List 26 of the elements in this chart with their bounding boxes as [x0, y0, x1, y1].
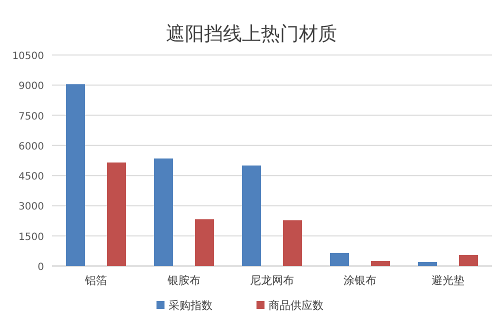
legend-label: 采购指数: [168, 299, 212, 312]
bar: [107, 162, 126, 266]
y-tick-label: 6000: [18, 141, 44, 152]
y-tick-label: 0: [38, 262, 44, 273]
bar: [66, 84, 85, 266]
x-tick-label: 尼龙网布: [250, 274, 294, 287]
chart-title: 遮阳挡线上热门材质: [166, 23, 337, 45]
y-tick-label: 1500: [18, 232, 44, 243]
bar: [418, 262, 437, 266]
bar: [371, 260, 390, 266]
bar: [283, 220, 302, 266]
bar: [459, 254, 478, 266]
x-tick-label: 避光垫: [432, 274, 464, 287]
x-tick-label: 铝箔: [84, 274, 107, 287]
bar: [242, 166, 261, 266]
bar: [330, 252, 349, 266]
y-tick-label: 7500: [18, 111, 44, 122]
bar: [154, 158, 173, 266]
x-tick-label: 涂银布: [344, 274, 376, 287]
x-tick-label: 银胺布: [166, 274, 200, 287]
y-tick-label: 3000: [18, 202, 44, 213]
y-tick-label: 4500: [18, 172, 44, 183]
legend-label: 商品供应数: [268, 299, 324, 312]
bar: [195, 219, 214, 266]
y-tick-label: 9000: [18, 81, 44, 92]
y-tick-label: 10500: [12, 51, 44, 62]
